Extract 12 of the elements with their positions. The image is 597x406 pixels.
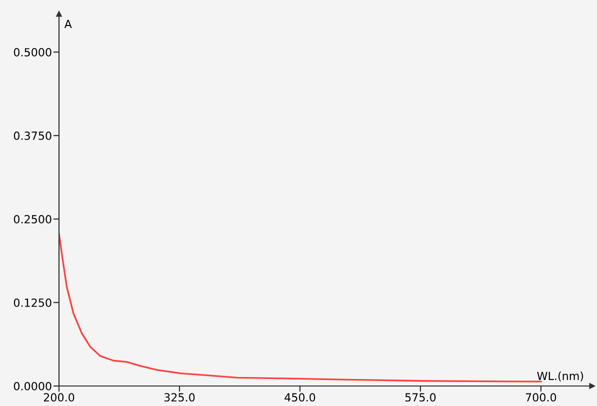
y-tick-label: 0.1250 — [14, 298, 52, 307]
x-tick-label: 700.0 — [526, 393, 556, 402]
y-tick-label: 0.5000 — [14, 48, 52, 56]
x-tick-label: 450.0 — [284, 393, 316, 402]
x-axis-title: WL.(nm) — [537, 372, 584, 382]
x-tick-label: 325.0 — [164, 393, 195, 402]
y-tick-label: 0.2500 — [14, 215, 52, 224]
y-tick-label: 0.0000 — [14, 382, 52, 390]
x-tick-label: 200.0 — [44, 393, 74, 402]
y-tick-label: 0.3750 — [14, 132, 52, 140]
x-tick-label: 575.0 — [405, 393, 436, 402]
y-axis-title: A — [64, 20, 72, 28]
